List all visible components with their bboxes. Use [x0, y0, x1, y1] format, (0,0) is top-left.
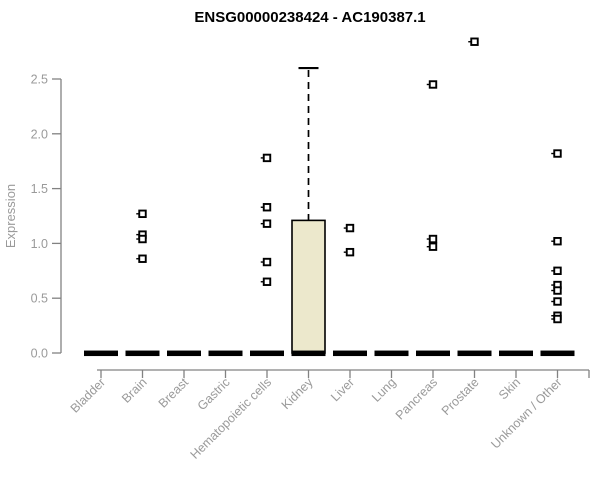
x-category-label: Prostate: [439, 375, 482, 418]
y-tick-label: 1.5: [31, 182, 48, 196]
data-point: [138, 209, 147, 219]
median-bar: [416, 350, 450, 357]
data-point: [428, 234, 438, 244]
median-bar: [250, 350, 284, 357]
median-bar: [125, 350, 160, 357]
data-point: [553, 286, 562, 295]
data-point: [345, 247, 355, 257]
data-point: [262, 277, 272, 286]
median-bar: [499, 350, 533, 357]
data-point: [553, 237, 562, 246]
data-point: [262, 203, 272, 212]
x-category-label: Brain: [119, 375, 150, 406]
median-bar: [167, 350, 201, 357]
y-tick-label: 2.0: [31, 127, 48, 141]
y-tick-label: 0.0: [31, 347, 48, 361]
x-category-label: Unknown / Other: [488, 375, 564, 451]
data-point: [262, 153, 272, 163]
data-point: [138, 254, 147, 263]
x-category-label: Hematopoietic cells: [188, 375, 275, 462]
y-axis-label: Expression: [3, 184, 18, 248]
x-category-label: Bladder: [68, 375, 108, 415]
data-point: [553, 149, 562, 158]
median-bar: [208, 350, 243, 357]
x-category-label: Liver: [328, 375, 357, 404]
data-point: [262, 219, 272, 228]
data-point: [138, 234, 147, 244]
data-point: [262, 257, 272, 267]
x-category-label: Gastric: [195, 375, 233, 413]
median-bar: [333, 350, 367, 357]
x-category-label: Pancreas: [393, 375, 440, 422]
median-bar: [540, 350, 575, 357]
plot-area: 0.0 0.5 1.0 1.5 2.0 2.5 Bladder Brain Breast Gast…: [31, 37, 590, 462]
box-kidney: [291, 219, 326, 354]
y-tick-label: 1.0: [31, 237, 48, 251]
data-point: [553, 297, 562, 306]
data-point: [553, 266, 562, 275]
data-point: [428, 80, 438, 89]
x-category-label: Lung: [369, 375, 399, 405]
median-bar: [291, 350, 326, 357]
x-category-label: Kidney: [279, 375, 316, 412]
x-category-label: Skin: [496, 375, 523, 402]
y-tick-label: 2.5: [31, 73, 48, 87]
median-bar: [84, 350, 118, 357]
data-point: [470, 37, 479, 46]
median-bar: [374, 350, 409, 357]
data-point: [553, 314, 562, 324]
x-category-label: Breast: [156, 375, 192, 411]
chart-title: ENSG00000238424 - AC190387.1: [194, 9, 425, 26]
data-point: [428, 242, 438, 251]
median-bar: [457, 350, 492, 357]
y-tick-label: 0.5: [31, 292, 48, 306]
data-point: [345, 223, 355, 233]
